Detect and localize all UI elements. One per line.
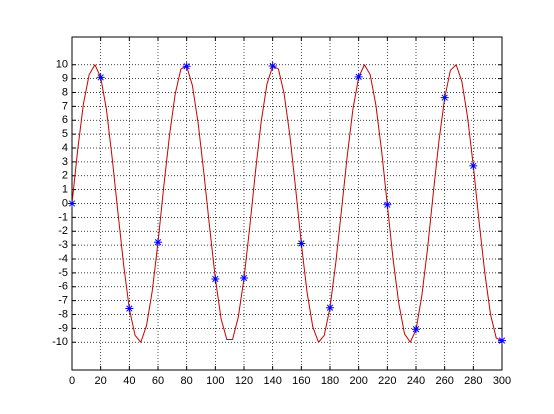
y-tick-label: 4 — [62, 142, 68, 154]
x-tick-label: 100 — [206, 375, 224, 387]
y-tick-label: -3 — [58, 239, 68, 251]
data-point — [354, 72, 363, 81]
data-point — [211, 274, 220, 283]
y-tick-label: 10 — [56, 59, 68, 71]
data-point — [125, 304, 134, 313]
x-tick-label: 20 — [95, 375, 107, 387]
x-tick-label: 300 — [493, 375, 511, 387]
x-tick-label: 0 — [69, 375, 75, 387]
y-tick-label: -2 — [58, 225, 68, 237]
data-point — [412, 325, 420, 334]
x-tick-label: 220 — [378, 375, 396, 387]
data-line — [71, 64, 503, 343]
x-tick-label: 160 — [292, 375, 310, 387]
y-tick-label: 2 — [62, 170, 68, 182]
x-tick-label: 240 — [407, 375, 425, 387]
x-tick-label: 60 — [152, 375, 164, 387]
data-point — [297, 239, 306, 248]
data-point — [498, 336, 506, 345]
x-tick-label: 200 — [349, 375, 367, 387]
x-tick-label: 260 — [435, 375, 453, 387]
y-tick-label: -9 — [58, 322, 68, 334]
data-point — [383, 200, 392, 209]
y-tick-label: -8 — [58, 308, 68, 320]
x-tick-label: 120 — [235, 375, 253, 387]
x-tick-label: 40 — [123, 375, 135, 387]
y-tick-label: 9 — [62, 73, 68, 85]
data-point — [96, 73, 105, 82]
y-tick-label: 0 — [62, 197, 68, 209]
y-tick-label: 5 — [62, 128, 68, 140]
y-tick-label: -4 — [58, 253, 68, 265]
plot-area — [72, 37, 502, 370]
y-tick-label: 1 — [62, 184, 68, 196]
x-tick-label: 280 — [464, 375, 482, 387]
y-tick-label: -10 — [52, 336, 68, 348]
y-tick-label: -5 — [58, 267, 68, 279]
data-point — [440, 93, 449, 102]
x-tick-label: 80 — [181, 375, 193, 387]
data-point — [68, 199, 76, 208]
y-tick-label: 6 — [62, 114, 68, 126]
data-point — [469, 161, 478, 170]
y-tick-label: 3 — [62, 156, 68, 168]
x-tick-label: 140 — [263, 375, 281, 387]
y-tick-label: -7 — [58, 295, 68, 307]
data-point — [268, 61, 277, 70]
y-tick-label: 8 — [62, 86, 68, 98]
data-point — [326, 303, 334, 312]
x-tick-label: 180 — [321, 375, 339, 387]
y-tick-label: 7 — [62, 100, 68, 112]
data-point — [182, 62, 191, 71]
data-point — [240, 274, 248, 283]
data-point — [154, 238, 162, 247]
y-tick-label: -6 — [58, 281, 68, 293]
y-tick-label: -1 — [58, 211, 68, 223]
